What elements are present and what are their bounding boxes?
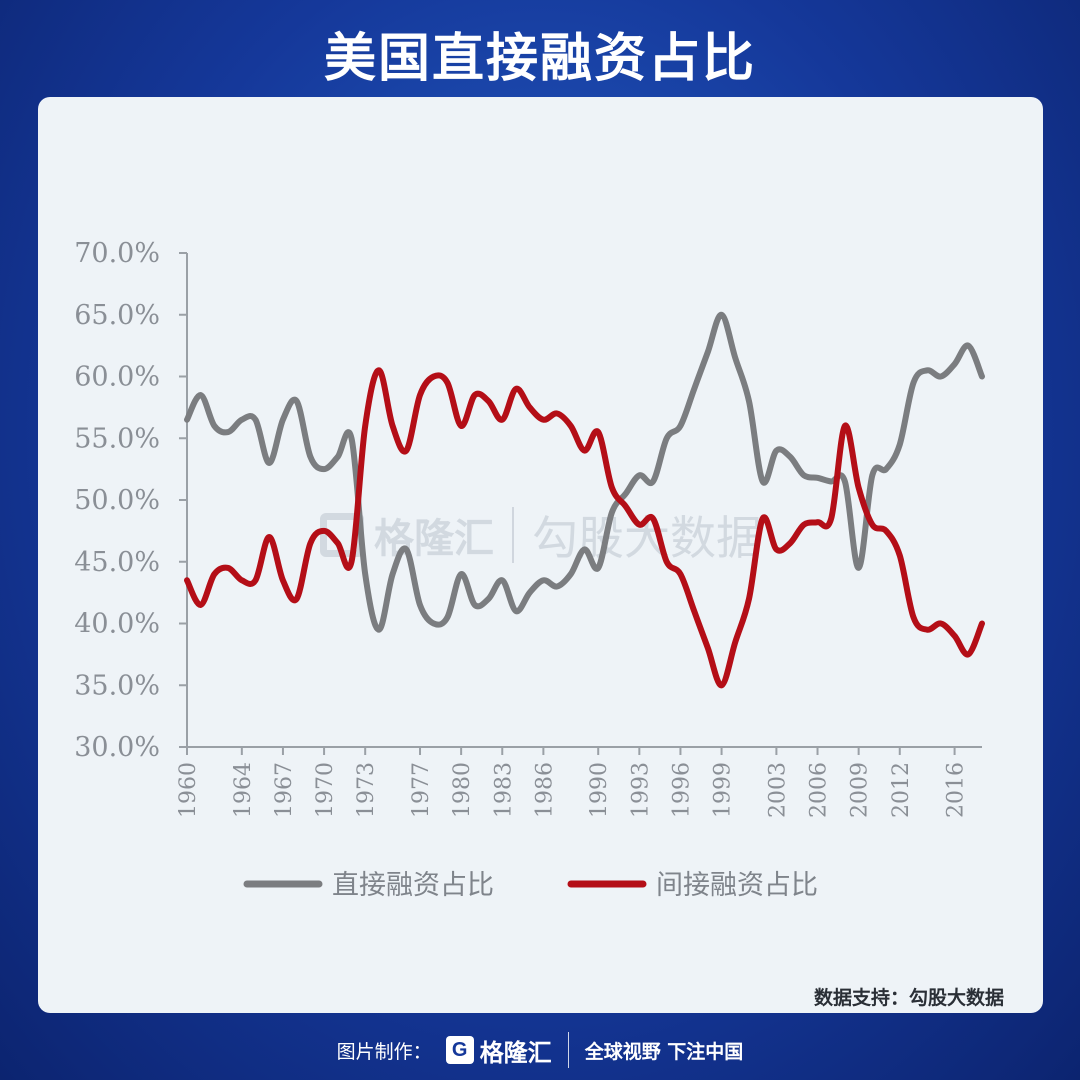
x-tick-label: 1964	[231, 762, 256, 818]
brand-logo-icon: G	[445, 1036, 474, 1064]
footer-made-by: 图片制作：	[336, 1040, 432, 1063]
footer-divider	[567, 1032, 569, 1068]
x-tick-label: 1960	[176, 762, 201, 818]
y-tick-label: 35.0%	[74, 670, 160, 701]
footer-slogan: 全球视野 下注中国	[584, 1040, 744, 1063]
series-line-indirect	[184, 367, 985, 689]
x-tick-label: 1980	[450, 762, 475, 818]
footer-brand: 格隆汇	[479, 1038, 552, 1067]
x-tick-label: 1996	[669, 762, 694, 818]
series-lines	[184, 311, 985, 689]
page-title: 美国直接融资占比	[323, 29, 756, 89]
x-axis-ticks: 1960 1964 1967 1970 1973 1977 1980 1983 1986 1990…	[176, 747, 969, 818]
footer: 图片制作： G 格隆汇 全球视野 下注中国	[0, 1028, 1080, 1072]
x-tick-label: 1970	[313, 762, 338, 818]
series-line-direct	[184, 311, 985, 633]
y-tick-label: 50.0%	[74, 485, 160, 516]
legend-label-indirect: 间接融资占比	[656, 870, 818, 901]
x-tick-label: 1973	[354, 762, 379, 818]
x-tick-label: 2012	[889, 762, 914, 818]
x-tick-label: 1993	[628, 762, 653, 818]
y-tick-label: 60.0%	[74, 362, 160, 393]
y-tick-label: 65.0%	[74, 300, 160, 331]
legend: 直接融资占比 间接融资占比	[243, 870, 818, 901]
y-axis-ticks: 30.0% 35.0% 40.0% 45.0% 50.0% 55.0% 60.0% 65.0%…	[74, 238, 187, 763]
legend-label-direct: 直接融资占比	[332, 870, 494, 901]
source-note: 数据支持：勾股大数据	[813, 987, 1004, 1009]
y-tick-label: 70.0%	[74, 238, 160, 269]
x-tick-label: 2003	[765, 762, 790, 818]
x-tick-label: 1990	[587, 762, 612, 818]
x-tick-label: 1977	[409, 762, 434, 818]
y-tick-label: 40.0%	[74, 609, 160, 640]
x-tick-label: 2016	[944, 762, 969, 818]
x-tick-label: 1967	[272, 762, 297, 818]
x-tick-label: 2006	[807, 762, 832, 818]
x-tick-label: 2009	[848, 762, 873, 818]
x-tick-label: 1983	[491, 762, 516, 818]
x-tick-label: 1986	[532, 762, 557, 818]
chart-card	[38, 97, 1043, 1013]
x-tick-label: 1999	[711, 762, 736, 818]
y-tick-label: 30.0%	[74, 732, 160, 763]
y-tick-label: 45.0%	[74, 547, 160, 578]
y-tick-label: 55.0%	[74, 423, 160, 454]
